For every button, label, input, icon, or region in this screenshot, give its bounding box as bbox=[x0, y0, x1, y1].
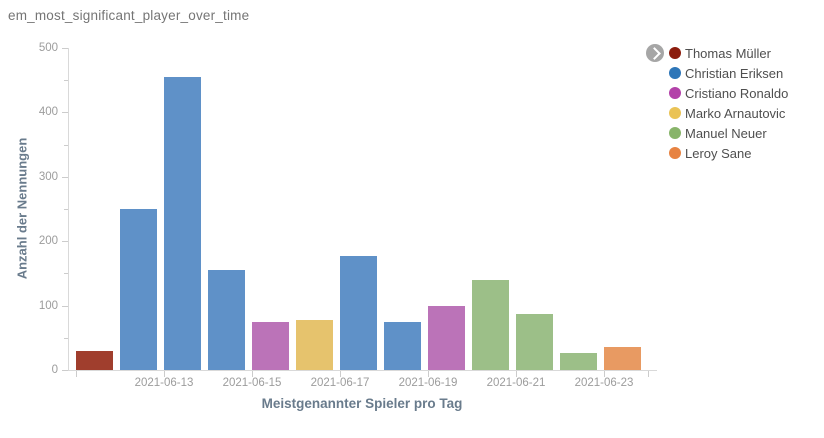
y-tick bbox=[62, 176, 68, 178]
bar[interactable] bbox=[516, 314, 553, 370]
x-tick bbox=[428, 371, 429, 377]
legend-color-dot bbox=[669, 127, 681, 139]
x-tick bbox=[340, 371, 341, 377]
legend-label: Thomas Müller bbox=[685, 45, 771, 61]
y-tick bbox=[62, 305, 68, 307]
x-tick bbox=[252, 371, 253, 377]
bar[interactable] bbox=[252, 322, 289, 370]
y-tick bbox=[62, 241, 68, 243]
bar[interactable] bbox=[208, 270, 245, 370]
y-axis-title: Anzahl der Nennungen bbox=[14, 137, 30, 280]
plot-area bbox=[68, 48, 656, 370]
legend-label: Leroy Sane bbox=[685, 145, 752, 161]
legend-color-dot bbox=[669, 47, 681, 59]
y-minor-tick bbox=[64, 144, 68, 146]
legend-item-list: Thomas Müller Christian Eriksen Cristiano … bbox=[669, 43, 788, 163]
bar[interactable] bbox=[384, 322, 421, 370]
x-tick bbox=[164, 371, 165, 377]
y-tick-label: 100 bbox=[38, 299, 58, 312]
bar[interactable] bbox=[604, 347, 641, 370]
x-tick bbox=[648, 371, 649, 377]
y-axis-line bbox=[68, 48, 69, 371]
y-tick bbox=[62, 48, 68, 49]
y-tick-label: 400 bbox=[38, 106, 58, 119]
x-axis-title: Meistgenannter Spieler pro Tag bbox=[261, 396, 463, 411]
legend-color-dot bbox=[669, 87, 681, 99]
legend-item[interactable]: Manuel Neuer bbox=[669, 123, 788, 143]
legend-item[interactable]: Cristiano Ronaldo bbox=[669, 83, 788, 103]
legend-item[interactable]: Thomas Müller bbox=[669, 43, 788, 63]
legend-collapse-button[interactable] bbox=[646, 44, 664, 62]
y-tick-label: 200 bbox=[38, 235, 58, 248]
legend-label: Marko Arnautovic bbox=[685, 105, 786, 121]
legend: Thomas Müller Christian Eriksen Cristiano … bbox=[646, 43, 788, 163]
bar[interactable] bbox=[428, 306, 465, 370]
x-tick-label: 2021-06-21 bbox=[486, 377, 546, 389]
bar[interactable] bbox=[560, 353, 597, 370]
y-tick-label: 300 bbox=[38, 170, 58, 183]
legend-color-dot bbox=[669, 67, 681, 79]
legend-color-dot bbox=[669, 147, 681, 159]
y-minor-tick bbox=[64, 209, 68, 210]
legend-item[interactable]: Marko Arnautovic bbox=[669, 103, 788, 123]
y-minor-tick bbox=[64, 337, 68, 339]
y-tick-label: 500 bbox=[38, 42, 58, 54]
y-tick bbox=[62, 370, 68, 371]
x-tick-label: 2021-06-17 bbox=[310, 377, 370, 389]
bar[interactable] bbox=[296, 320, 333, 370]
bar[interactable] bbox=[120, 209, 157, 370]
legend-color-dot bbox=[669, 107, 681, 119]
chevron-right-icon bbox=[647, 46, 661, 60]
x-tick bbox=[76, 371, 77, 377]
legend-label: Cristiano Ronaldo bbox=[685, 85, 789, 101]
bar[interactable] bbox=[76, 351, 113, 370]
y-minor-tick bbox=[64, 80, 68, 82]
bar[interactable] bbox=[472, 280, 509, 370]
legend-label: Manuel Neuer bbox=[685, 125, 767, 141]
x-tick bbox=[604, 371, 605, 377]
bar[interactable] bbox=[164, 77, 201, 370]
x-tick-label: 2021-06-19 bbox=[398, 377, 458, 389]
x-tick-label: 2021-06-15 bbox=[222, 377, 282, 389]
x-axis-line bbox=[68, 370, 657, 371]
y-tick-label: 0 bbox=[51, 364, 58, 376]
x-tick-label: 2021-06-23 bbox=[574, 377, 634, 389]
y-minor-tick bbox=[64, 273, 68, 275]
x-tick bbox=[516, 371, 517, 377]
chart-title: em_most_significant_player_over_time bbox=[8, 8, 250, 23]
legend-item[interactable]: Leroy Sane bbox=[669, 143, 788, 163]
bar[interactable] bbox=[340, 256, 377, 370]
legend-label: Christian Eriksen bbox=[685, 65, 784, 81]
legend-item[interactable]: Christian Eriksen bbox=[669, 63, 788, 83]
y-tick bbox=[62, 112, 68, 114]
x-tick-label: 2021-06-13 bbox=[134, 377, 194, 389]
